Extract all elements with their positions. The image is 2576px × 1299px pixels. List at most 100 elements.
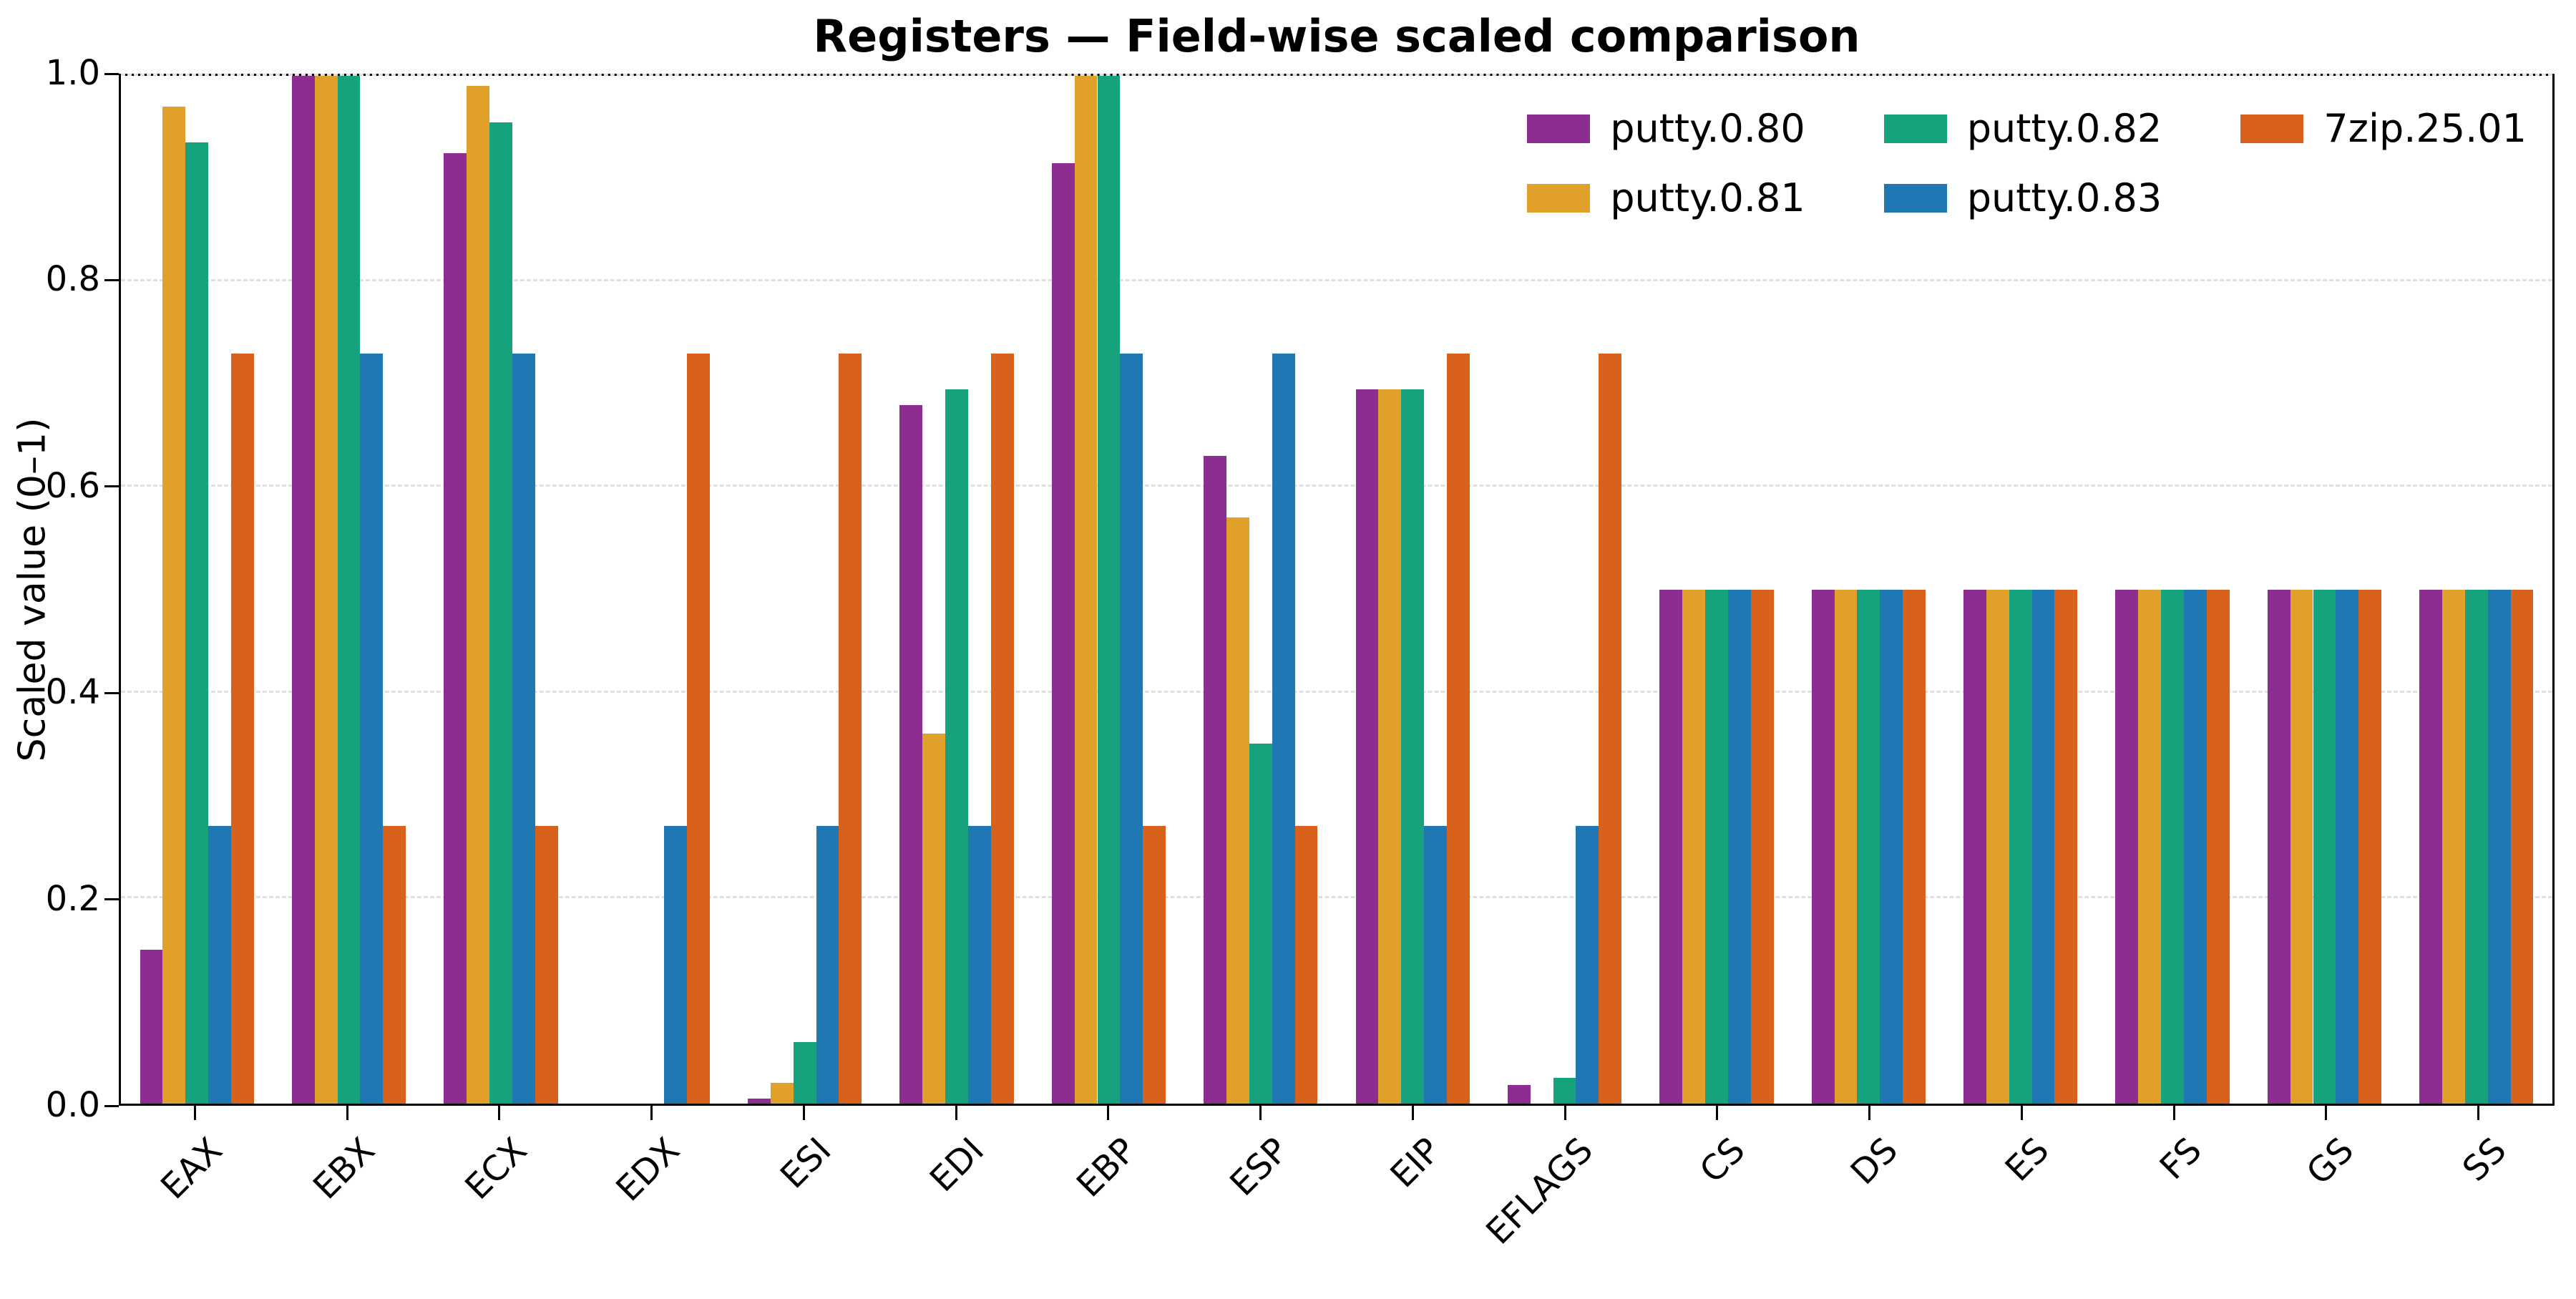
bar-putty.0.80-ES (1963, 590, 1986, 1104)
bar-7zip.25.01-EDX (687, 353, 710, 1104)
legend-item-putty.0.83: putty.0.83 (1883, 175, 2162, 220)
x-tick-label: SS (2454, 1130, 2514, 1189)
y-tick-label: 0.2 (45, 879, 100, 919)
legend-swatch-icon (1883, 183, 1947, 213)
bar-putty.0.80-EBP (1051, 163, 1075, 1104)
bar-putty.0.80-EDI (899, 404, 923, 1104)
legend-label: 7zip.25.01 (2323, 106, 2527, 151)
bar-putty.0.83-ECX (512, 353, 535, 1104)
legend-label: putty.0.80 (1610, 106, 1805, 151)
y-tick-label: 0.8 (45, 259, 100, 299)
bar-7zip.25.01-EBX (383, 826, 406, 1104)
x-tick-label: FS (2152, 1130, 2210, 1188)
x-tick-mark (2477, 1106, 2479, 1120)
legend-swatch-icon (1527, 114, 1591, 143)
y-tick-mark (104, 279, 119, 281)
x-tick-mark (2173, 1106, 2175, 1120)
bar-putty.0.82-ECX (489, 122, 512, 1104)
x-tick-mark (1868, 1106, 1870, 1120)
bar-putty.0.80-DS (1811, 590, 1835, 1104)
bar-putty.0.80-EFLAGS (1507, 1085, 1531, 1104)
bar-7zip.25.01-DS (1903, 590, 1926, 1104)
bar-putty.0.82-FS (2161, 590, 2184, 1104)
x-tick-label: ESI (773, 1130, 839, 1197)
legend-label: putty.0.82 (1966, 106, 2162, 151)
y-tick-label: 0.0 (45, 1085, 100, 1125)
bar-putty.0.82-ESP (1249, 744, 1272, 1104)
x-tick-mark (955, 1106, 957, 1120)
y-tick-mark (104, 485, 119, 487)
x-tick-label: EIP (1382, 1130, 1448, 1196)
legend-swatch-icon (1527, 183, 1591, 213)
x-tick-mark (2021, 1106, 2023, 1120)
bar-putty.0.83-ES (2031, 590, 2055, 1104)
bar-putty.0.80-EAX (140, 949, 163, 1104)
bar-putty.0.82-CS (1705, 590, 1728, 1104)
bar-7zip.25.01-SS (2510, 590, 2534, 1104)
x-tick-label: EFLAGS (1478, 1130, 1601, 1252)
bar-putty.0.80-CS (1659, 590, 1683, 1104)
bar-putty.0.82-DS (1857, 590, 1880, 1104)
gridline-0.2 (121, 895, 2552, 898)
y-tick-label: 1.0 (45, 53, 100, 93)
x-tick-mark (1716, 1106, 1718, 1120)
x-tick-mark (1107, 1106, 1109, 1120)
bar-putty.0.83-EBP (1120, 353, 1143, 1104)
bar-putty.0.80-FS (2115, 590, 2139, 1104)
bar-putty.0.82-EIP (1401, 389, 1425, 1104)
bar-putty.0.83-EDX (664, 826, 688, 1104)
bar-7zip.25.01-ESP (1294, 826, 1318, 1104)
bar-putty.0.82-EFLAGS (1553, 1078, 1576, 1104)
legend-item-putty.0.82: putty.0.82 (1883, 106, 2162, 151)
bar-putty.0.83-FS (2183, 590, 2207, 1104)
x-tick-mark (1564, 1106, 1566, 1120)
bar-putty.0.81-EDI (922, 734, 946, 1104)
bar-putty.0.80-GS (2267, 590, 2290, 1104)
bar-7zip.25.01-EBP (1143, 826, 1166, 1104)
bar-putty.0.80-ECX (444, 152, 467, 1104)
bar-putty.0.83-GS (2336, 590, 2359, 1104)
bar-putty.0.83-ESI (816, 826, 839, 1104)
bar-putty.0.83-ESP (1272, 353, 1295, 1104)
bar-putty.0.81-ESP (1226, 517, 1249, 1104)
y-tick-mark (104, 73, 119, 75)
x-tick-mark (498, 1106, 500, 1120)
bar-7zip.25.01-EAX (230, 353, 254, 1104)
bar-putty.0.81-DS (1834, 590, 1858, 1104)
bar-putty.0.80-ESP (1204, 456, 1227, 1104)
y-axis-label: Scaled value (0–1) (4, 74, 60, 1106)
gridline-0.4 (121, 690, 2552, 693)
bar-7zip.25.01-EIP (1446, 353, 1470, 1104)
x-tick-mark (2325, 1106, 2327, 1120)
bar-putty.0.80-EBX (291, 76, 315, 1104)
x-tick-mark (1259, 1106, 1262, 1120)
bar-putty.0.82-EBX (337, 76, 361, 1104)
bar-putty.0.82-GS (2313, 590, 2336, 1104)
bar-7zip.25.01-ES (2054, 590, 2078, 1104)
bar-putty.0.82-SS (2464, 590, 2488, 1104)
x-tick-label: EDI (922, 1130, 992, 1200)
legend-label: putty.0.81 (1610, 175, 1805, 220)
bar-putty.0.82-EBP (1097, 76, 1121, 1104)
bar-putty.0.81-EIP (1378, 389, 1402, 1104)
x-tick-label: DS (1843, 1130, 1906, 1193)
x-tick-mark (803, 1106, 805, 1120)
legend-item-putty.0.80: putty.0.80 (1527, 106, 1805, 151)
bar-putty.0.83-SS (2487, 590, 2511, 1104)
legend-swatch-icon (1883, 114, 1947, 143)
bar-putty.0.81-ESI (770, 1083, 794, 1104)
bar-putty.0.82-EAX (185, 142, 209, 1104)
legend-swatch-icon (2240, 114, 2304, 143)
y-tick-mark (104, 898, 119, 900)
y-tick-label: 0.4 (45, 672, 100, 712)
bar-7zip.25.01-EFLAGS (1599, 353, 1622, 1104)
x-tick-mark (346, 1106, 348, 1120)
bar-7zip.25.01-FS (2206, 590, 2230, 1104)
bar-putty.0.83-EDI (967, 826, 991, 1104)
bar-putty.0.81-EBX (314, 76, 338, 1104)
bar-putty.0.83-EFLAGS (1576, 826, 1599, 1104)
gridline-1.0 (121, 74, 2552, 76)
y-tick-label: 0.6 (45, 466, 100, 506)
bar-putty.0.80-SS (2419, 590, 2443, 1104)
bar-putty.0.83-CS (1727, 590, 1751, 1104)
